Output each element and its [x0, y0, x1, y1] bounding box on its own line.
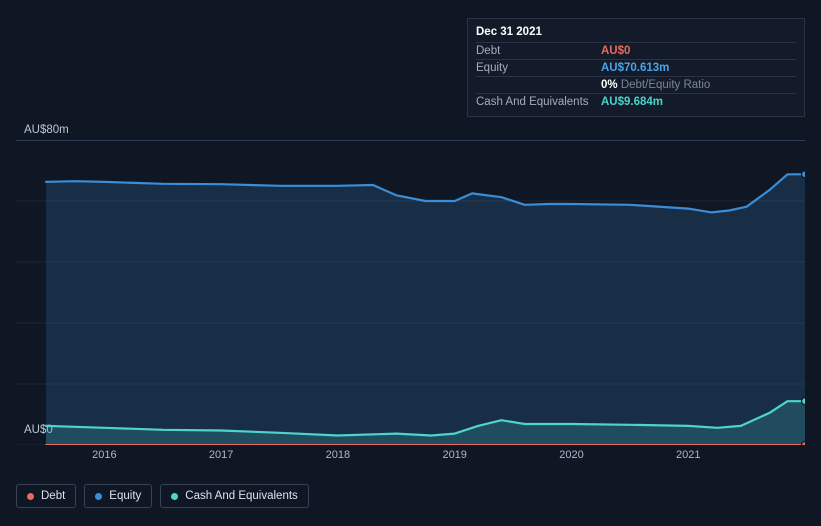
y-axis-max-label: AU$80m — [24, 124, 69, 136]
tooltip-row-cash: Cash And Equivalents AU$9.684m — [476, 93, 796, 110]
tooltip-value-ratio: 0% Debt/Equity Ratio — [601, 79, 796, 91]
legend-dot-icon — [95, 493, 102, 500]
tooltip-row-ratio: 0% Debt/Equity Ratio — [476, 76, 796, 93]
legend-item-debt[interactable]: Debt — [16, 484, 76, 508]
tooltip-date: Dec 31 2021 — [476, 23, 796, 42]
ratio-pct: 0% — [601, 79, 618, 91]
tooltip-row-equity: Equity AU$70.613m — [476, 59, 796, 76]
area-chart[interactable] — [16, 140, 805, 445]
legend-label: Equity — [109, 490, 141, 502]
chart-container: Dec 31 2021 Debt AU$0 Equity AU$70.613m … — [0, 0, 821, 526]
legend-label: Cash And Equivalents — [185, 490, 298, 502]
ratio-text: Debt/Equity Ratio — [621, 79, 711, 91]
legend-dot-icon — [171, 493, 178, 500]
x-tick-label: 2018 — [326, 449, 350, 461]
x-tick-label: 2019 — [442, 449, 466, 461]
tooltip-panel: Dec 31 2021 Debt AU$0 Equity AU$70.613m … — [467, 18, 805, 117]
legend-label: Debt — [41, 490, 65, 502]
x-tick-label: 2021 — [676, 449, 700, 461]
legend-dot-icon — [27, 493, 34, 500]
tooltip-label: Debt — [476, 45, 601, 57]
x-tick-label: 2016 — [92, 449, 116, 461]
x-axis-labels: 2016 2017 2018 2019 2020 2021 — [16, 449, 805, 467]
tooltip-label: Equity — [476, 62, 601, 74]
legend-item-equity[interactable]: Equity — [84, 484, 152, 508]
legend: Debt Equity Cash And Equivalents — [16, 484, 309, 508]
tooltip-row-debt: Debt AU$0 — [476, 42, 796, 59]
tooltip-value-cash: AU$9.684m — [601, 96, 796, 108]
legend-item-cash-and-equivalents[interactable]: Cash And Equivalents — [160, 484, 309, 508]
tooltip-value-equity: AU$70.613m — [601, 62, 796, 74]
tooltip-value-debt: AU$0 — [601, 45, 796, 57]
tooltip-label-empty — [476, 79, 601, 91]
x-tick-label: 2017 — [209, 449, 233, 461]
x-tick-label: 2020 — [559, 449, 583, 461]
tooltip-label: Cash And Equivalents — [476, 96, 601, 108]
